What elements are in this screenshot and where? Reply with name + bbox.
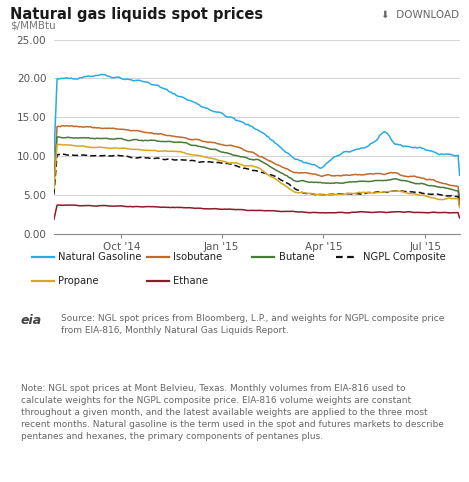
Text: Butane: Butane	[279, 252, 315, 262]
Text: Natural Gasoline: Natural Gasoline	[59, 252, 142, 262]
Text: NGPL Composite: NGPL Composite	[363, 252, 446, 262]
Text: eia: eia	[21, 314, 42, 327]
Text: Ethane: Ethane	[173, 276, 208, 286]
Text: Isobutane: Isobutane	[173, 252, 222, 262]
Text: Source: NGL spot prices from Bloomberg, L.P., and weights for NGPL composite pri: Source: NGL spot prices from Bloomberg, …	[61, 314, 445, 335]
Text: Natural gas liquids spot prices: Natural gas liquids spot prices	[10, 7, 264, 22]
Text: ⬇  DOWNLOAD: ⬇ DOWNLOAD	[381, 10, 460, 20]
Text: Note: NGL spot prices at Mont Belvieu, Texas. Monthly volumes from EIA-816 used : Note: NGL spot prices at Mont Belvieu, T…	[21, 385, 444, 441]
Text: $/MMBtu: $/MMBtu	[10, 20, 56, 30]
Text: Propane: Propane	[59, 276, 99, 286]
